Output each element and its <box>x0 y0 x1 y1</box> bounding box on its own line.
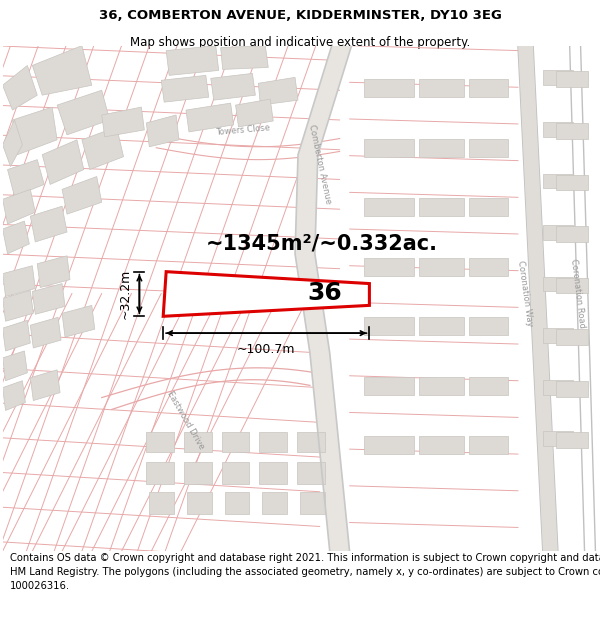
Text: Comberton Avenue: Comberton Avenue <box>307 124 332 205</box>
Polygon shape <box>42 140 84 184</box>
Bar <box>543 71 572 85</box>
Polygon shape <box>62 176 102 214</box>
Bar <box>419 318 464 335</box>
Bar <box>543 122 572 137</box>
Bar <box>543 225 572 240</box>
Text: ~1345m²/~0.332ac.: ~1345m²/~0.332ac. <box>206 234 438 254</box>
Bar <box>469 198 508 216</box>
Polygon shape <box>295 46 352 551</box>
Bar <box>146 462 174 484</box>
Polygon shape <box>259 78 298 105</box>
Text: 36, COMBERTON AVENUE, KIDDERMINSTER, DY10 3EG: 36, COMBERTON AVENUE, KIDDERMINSTER, DY1… <box>98 9 502 22</box>
Polygon shape <box>2 221 29 254</box>
Bar <box>419 198 464 216</box>
Text: 36: 36 <box>307 281 342 306</box>
Polygon shape <box>186 103 233 132</box>
Polygon shape <box>37 256 70 288</box>
Text: Coronation Way: Coronation Way <box>516 260 534 327</box>
Bar <box>262 492 287 514</box>
Bar <box>419 79 464 97</box>
Polygon shape <box>2 381 25 411</box>
Polygon shape <box>166 46 219 76</box>
Bar <box>556 123 587 139</box>
Text: Eastwood Drive: Eastwood Drive <box>166 389 206 451</box>
Polygon shape <box>2 320 31 351</box>
Bar <box>364 318 414 335</box>
Bar <box>221 462 250 484</box>
Polygon shape <box>62 306 95 337</box>
Bar <box>149 492 174 514</box>
Text: Contains OS data © Crown copyright and database right 2021. This information is : Contains OS data © Crown copyright and d… <box>10 554 600 591</box>
Bar <box>556 71 587 88</box>
Bar <box>364 198 414 216</box>
Polygon shape <box>31 206 67 242</box>
Text: ~100.7m: ~100.7m <box>237 343 296 356</box>
Polygon shape <box>32 46 92 95</box>
Polygon shape <box>518 46 558 551</box>
Polygon shape <box>2 266 35 296</box>
Polygon shape <box>82 127 124 169</box>
Polygon shape <box>221 46 268 69</box>
Polygon shape <box>163 272 370 316</box>
Polygon shape <box>2 120 22 167</box>
Bar <box>297 432 325 452</box>
Bar <box>259 432 287 452</box>
Bar <box>469 79 508 97</box>
Bar <box>419 436 464 454</box>
Polygon shape <box>8 159 44 196</box>
Text: Towers Close: Towers Close <box>215 123 270 137</box>
Bar <box>259 462 287 484</box>
Bar <box>543 328 572 343</box>
Text: Coronation Road: Coronation Road <box>569 258 586 329</box>
Bar <box>297 462 325 484</box>
Bar <box>187 492 212 514</box>
Bar <box>364 139 414 157</box>
Bar <box>364 258 414 276</box>
Bar <box>419 258 464 276</box>
Bar <box>556 432 587 448</box>
Bar <box>543 174 572 188</box>
Bar <box>221 432 250 452</box>
Bar <box>469 377 508 394</box>
Bar <box>469 436 508 454</box>
Polygon shape <box>2 351 28 381</box>
Bar <box>543 431 572 446</box>
Text: Map shows position and indicative extent of the property.: Map shows position and indicative extent… <box>130 36 470 49</box>
Bar <box>419 139 464 157</box>
Polygon shape <box>161 76 209 102</box>
Bar <box>543 380 572 394</box>
Bar <box>556 381 587 397</box>
Bar <box>543 277 572 291</box>
Polygon shape <box>146 115 179 147</box>
Polygon shape <box>32 284 65 314</box>
Bar <box>556 174 587 191</box>
Bar <box>146 432 174 452</box>
Bar <box>184 462 212 484</box>
Bar <box>224 492 250 514</box>
Bar <box>364 436 414 454</box>
Polygon shape <box>2 189 35 224</box>
Polygon shape <box>2 66 37 110</box>
Bar <box>469 139 508 157</box>
Polygon shape <box>13 107 57 154</box>
Bar <box>364 377 414 394</box>
Bar <box>556 278 587 294</box>
Bar <box>556 329 587 345</box>
Bar <box>364 79 414 97</box>
Polygon shape <box>2 291 34 321</box>
Polygon shape <box>102 107 145 137</box>
Bar <box>469 318 508 335</box>
Bar <box>419 377 464 394</box>
Text: ~32.2m: ~32.2m <box>118 269 131 319</box>
Bar <box>556 226 587 242</box>
Bar <box>300 492 325 514</box>
Polygon shape <box>31 370 60 401</box>
Bar <box>469 258 508 276</box>
Polygon shape <box>31 318 61 348</box>
Polygon shape <box>57 90 110 135</box>
Polygon shape <box>236 99 273 127</box>
Bar <box>184 432 212 452</box>
Polygon shape <box>211 73 256 100</box>
